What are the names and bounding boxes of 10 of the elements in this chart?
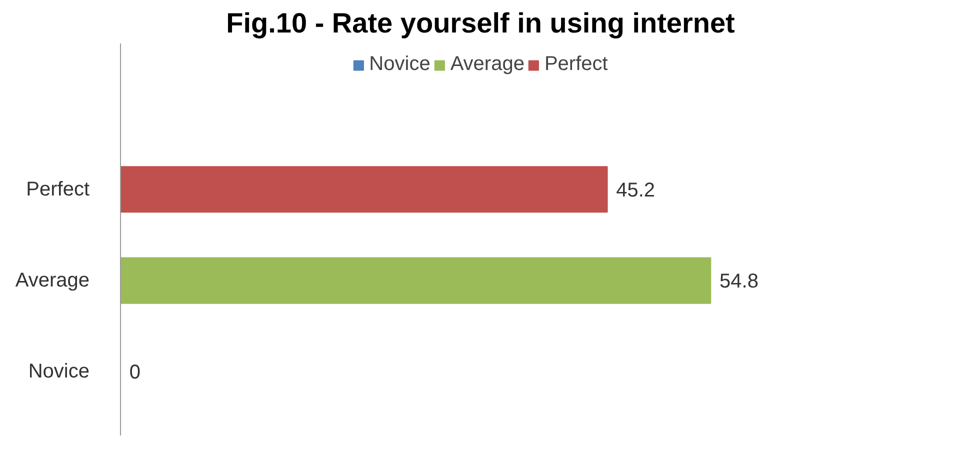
y-tick-label: Perfect	[26, 178, 90, 200]
data-label: 45.2	[616, 179, 656, 202]
data-label: 0	[129, 362, 140, 384]
y-tick-label: Average	[15, 270, 90, 292]
data-label: 54.8	[720, 270, 758, 293]
legend-label: Novice	[369, 53, 430, 76]
legend-label: Average	[450, 53, 524, 76]
y-tick-label: Novice	[28, 360, 90, 383]
legend-label: Perfect	[544, 53, 608, 76]
chart-title: Fig.10 - Rate yourself in using internet	[226, 8, 735, 38]
